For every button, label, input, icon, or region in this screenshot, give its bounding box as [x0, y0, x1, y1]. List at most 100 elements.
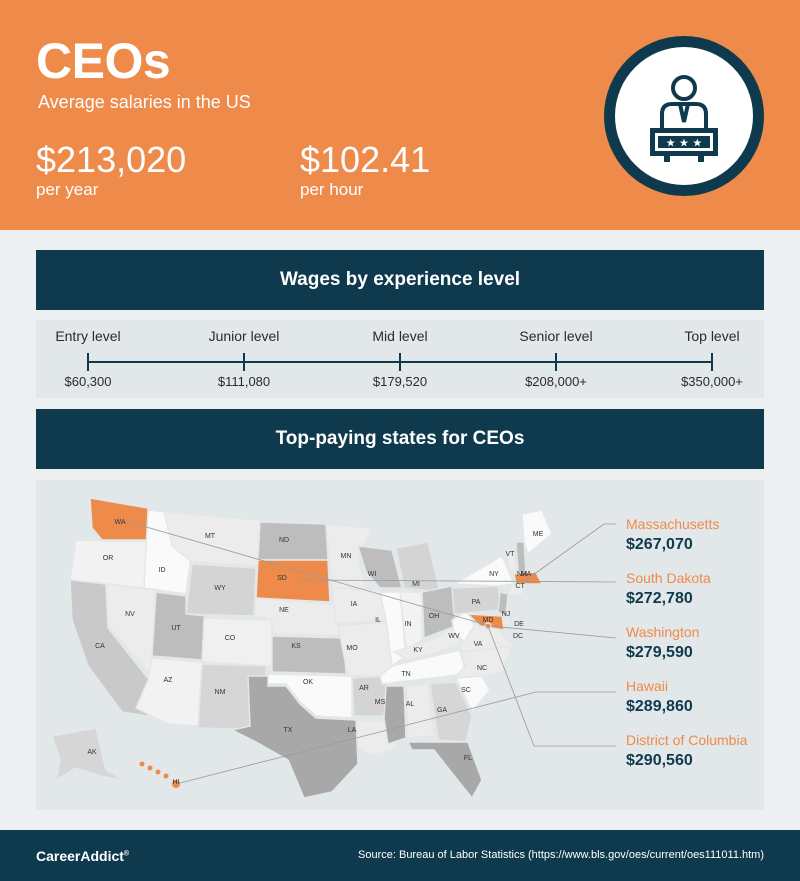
experience-level-label: Senior level	[519, 328, 593, 344]
state-label-wv: WV	[448, 633, 460, 640]
state-label-in: IN	[405, 621, 412, 628]
page-title: CEOs	[36, 33, 171, 89]
state-ms	[383, 685, 407, 745]
leader-sd	[297, 579, 617, 583]
top-state-name: District of Columbia	[626, 732, 748, 748]
state-label-nj: NJ	[502, 611, 511, 618]
page-subtitle: Average salaries in the US	[38, 92, 251, 112]
timeline-tick	[87, 353, 89, 371]
state-label-ma: MA	[521, 571, 532, 578]
experience-timeline-panel: Entry level $60,300 Junior level $111,080 Mi…	[36, 320, 764, 398]
experience-level-value: $179,520	[372, 374, 428, 389]
state-ma	[513, 571, 544, 585]
state-label-sd: SD	[277, 575, 287, 582]
state-label-me: ME	[533, 531, 544, 538]
state-co	[201, 617, 273, 667]
experience-heading: Wages by experience level	[36, 250, 764, 310]
state-label-mt: MT	[205, 533, 216, 540]
state-mn	[325, 523, 374, 589]
state-fl	[406, 741, 483, 800]
annual-salary-value: $213,020	[36, 139, 187, 180]
top-state-name: Washington	[626, 624, 700, 640]
state-label-nm: NM	[215, 689, 226, 696]
state-label-ks: KS	[291, 643, 301, 650]
state-label-il: IL	[375, 617, 381, 624]
hourly-salary-label: per hour	[300, 180, 364, 199]
top-state-item: South Dakota $272,780	[626, 570, 786, 608]
experience-level-value: $208,000+	[525, 374, 587, 389]
state-label-ne: NE	[279, 607, 289, 614]
state-sd	[255, 559, 331, 603]
state-label-mo: MO	[346, 645, 358, 652]
state-label-nh: NH	[517, 571, 527, 578]
state-me	[521, 509, 553, 556]
state-label-sc: SC	[461, 687, 471, 694]
states-heading: Top-paying states for CEOs	[36, 409, 764, 469]
hourly-salary-value: $102.41	[300, 139, 431, 180]
state-label-co: CO	[225, 635, 236, 642]
state-tx	[229, 675, 359, 799]
state-label-wy: WY	[214, 585, 226, 592]
state-ne	[253, 597, 344, 637]
state-ct	[506, 583, 525, 597]
states-map-panel: WA OR CA NV ID MT WY UT AZ CO NM ND SD NE KS OK TX MN IA MO…	[36, 480, 764, 810]
state-label-ar: AR	[359, 685, 369, 692]
annual-salary: $213,020 per year	[36, 140, 186, 200]
state-label-ms: MS	[375, 699, 386, 706]
state-vt	[505, 547, 517, 573]
state-nj	[497, 591, 509, 618]
top-state-salary: $289,860	[626, 698, 693, 715]
top-state-name: Massachusetts	[626, 516, 720, 532]
state-label-ca: CA	[95, 643, 105, 650]
state-label-wa: WA	[114, 519, 125, 526]
state-label-or: OR	[103, 555, 114, 562]
state-wi	[356, 545, 403, 589]
experience-level-label: Top level	[684, 328, 740, 344]
experience-level-label: Junior level	[208, 328, 280, 344]
careeraddict-logo[interactable]: CareerAddict®	[36, 848, 130, 864]
state-label-nv: NV	[125, 611, 135, 618]
leader-ma	[525, 523, 616, 581]
top-state-name: South Dakota	[626, 570, 711, 586]
state-label-tx: TX	[284, 727, 293, 734]
top-state-item: Hawaii $289,860	[626, 678, 786, 716]
state-label-ct: CT	[515, 583, 525, 590]
state-il	[379, 591, 407, 668]
state-label-dc: DC	[513, 633, 523, 640]
state-label-az: AZ	[164, 677, 174, 684]
experience-level-label: Mid level	[372, 328, 428, 344]
state-label-nc: NC	[477, 665, 487, 672]
experience-level-value: $111,080	[217, 374, 271, 389]
timeline-tick	[711, 353, 713, 371]
state-label-de: DE	[514, 621, 524, 628]
state-ga	[429, 681, 473, 743]
top-state-salary: $279,590	[626, 644, 693, 661]
state-wa	[89, 497, 153, 541]
ceo-podium-icon: ★ ★ ★	[604, 36, 764, 196]
state-label-ga: GA	[437, 707, 447, 714]
state-label-va: VA	[474, 641, 483, 648]
state-label-ak: AK	[87, 749, 97, 756]
state-label-md: MD	[483, 617, 494, 624]
top-state-salary: $290,560	[626, 752, 693, 769]
state-label-nd: ND	[279, 537, 289, 544]
experience-level-value: $60,300	[64, 374, 112, 389]
experience-timeline: Entry level $60,300 Junior level $111,080 Mi…	[36, 320, 764, 398]
state-in	[399, 591, 423, 652]
state-label-tn: TN	[401, 671, 410, 678]
state-label-mn: MN	[341, 553, 352, 560]
us-map: WA OR CA NV ID MT WY UT AZ CO NM ND SD NE KS OK TX MN IA MO…	[51, 497, 617, 800]
timeline-tick	[243, 353, 245, 371]
state-label-oh: OH	[429, 613, 440, 620]
state-de	[500, 616, 511, 630]
state-ut	[151, 591, 207, 661]
state-label-fl: FL	[464, 755, 472, 762]
top-state-name: Hawaii	[626, 678, 669, 694]
svg-text:★ ★ ★: ★ ★ ★	[666, 137, 703, 150]
state-label-ky: KY	[413, 647, 423, 654]
top-state-salary: $267,070	[626, 536, 693, 553]
state-label-la: LA	[348, 727, 357, 734]
leader-dc	[487, 625, 616, 747]
experience-level-label: Entry level	[55, 328, 121, 344]
state-ak	[51, 727, 125, 782]
